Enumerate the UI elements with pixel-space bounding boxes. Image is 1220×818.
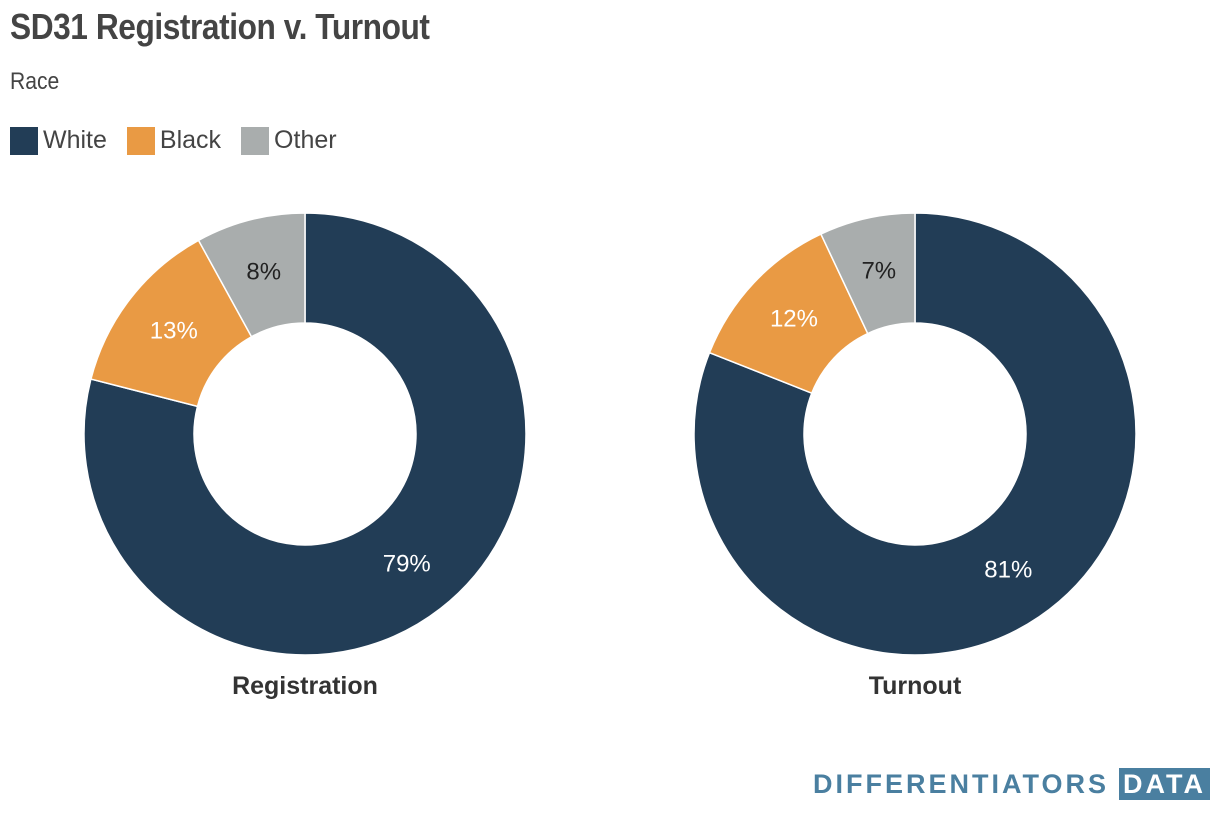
legend-swatch-white	[10, 126, 38, 155]
chart-subtitle: Race	[10, 68, 60, 95]
legend-swatch-black	[126, 126, 155, 155]
registration-slice-other[interactable]	[197, 212, 306, 338]
brand-name: DIFFERENTIATORS	[813, 768, 1110, 799]
chart-title: SD31 Registration v. Turnout	[10, 6, 430, 47]
turnout-label-black: 12%	[770, 306, 818, 333]
turnout-label-white: 81%	[984, 557, 1032, 584]
legend-label-black: Black	[159, 126, 222, 154]
turnout-label-other: 7%	[861, 257, 896, 284]
legend-swatch-other	[241, 126, 270, 155]
registration-label-white: 79%	[383, 551, 431, 578]
turnout-slice-other[interactable]	[819, 212, 916, 335]
turnout-chart-title: Turnout	[869, 672, 962, 700]
registration-chart-title: Registration	[232, 672, 378, 700]
legend-item-white[interactable]: White	[10, 126, 107, 155]
registration-slice-white[interactable]	[83, 212, 527, 656]
turnout-slice-white[interactable]	[693, 212, 1137, 656]
registration-label-black: 13%	[150, 318, 198, 345]
legend-label-white: White	[43, 126, 107, 154]
legend-item-other[interactable]: Other	[241, 126, 337, 155]
legend-label-other: Other	[274, 126, 337, 154]
legend: White Black Other	[10, 126, 337, 155]
brand-badge: DATA	[1119, 768, 1210, 800]
registration-label-other: 8%	[246, 259, 281, 286]
legend-item-black[interactable]: Black	[126, 126, 222, 155]
brand-logo: DIFFERENTIATORS DATA	[813, 768, 1210, 800]
